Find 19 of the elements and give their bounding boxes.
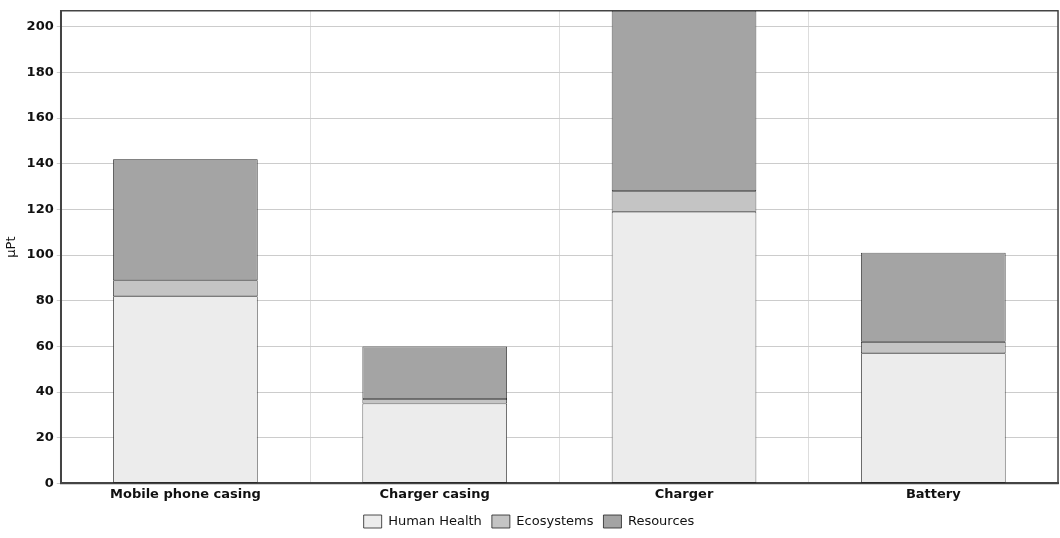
y-tick-label: 40	[35, 383, 54, 399]
legend-label: Human Health	[388, 512, 482, 528]
y-tick-label: 60	[35, 337, 54, 353]
y-tick-label: 80	[35, 292, 54, 308]
y-tick-label: 100	[26, 246, 54, 262]
x-tick-label: Mobile phone casing	[110, 485, 261, 501]
y-tick-label: 180	[26, 63, 54, 79]
y-tick-label: 0	[44, 474, 54, 490]
y-tick-label: 140	[26, 155, 54, 171]
legend-label: Ecosystems	[516, 512, 594, 528]
y-tick-label: 20	[35, 429, 54, 445]
legend-label: Resources	[627, 512, 695, 528]
y-axis-title: µPt	[3, 236, 19, 258]
x-tick-label: Charger casing	[379, 485, 490, 501]
x-tick-label: Charger	[654, 485, 714, 501]
y-tick-label: 120	[26, 200, 54, 216]
x-tick-label: Battery	[905, 485, 962, 501]
y-tick-label: 160	[26, 109, 54, 125]
y-tick-label: 200	[26, 18, 54, 34]
